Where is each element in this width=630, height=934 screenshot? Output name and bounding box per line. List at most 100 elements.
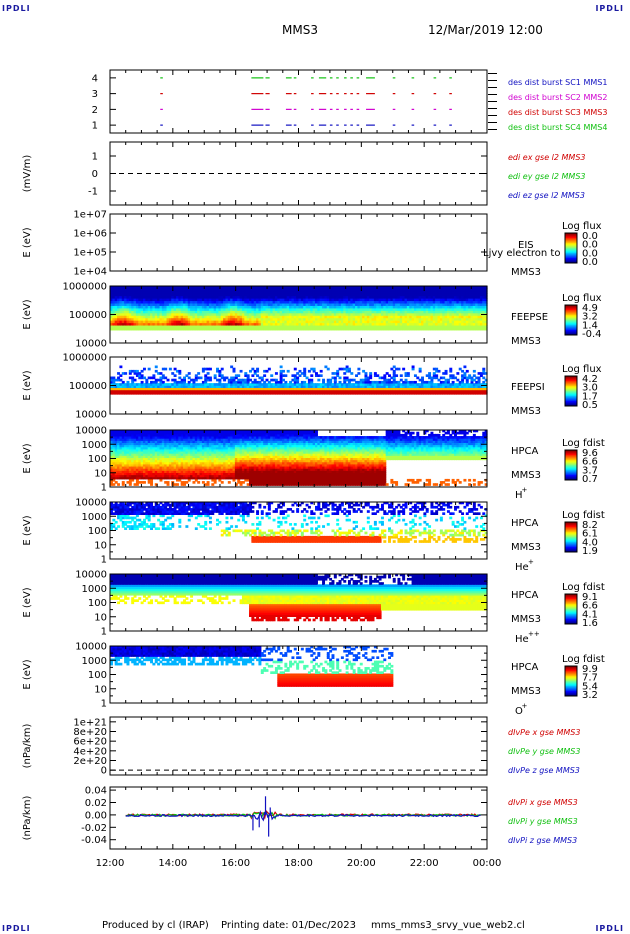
feepse-panel-pixel <box>126 312 130 316</box>
feepse-panel-pixel <box>435 315 439 319</box>
feepse-panel-pixel <box>154 305 158 309</box>
feepse-panel-pixel <box>230 325 234 329</box>
feepse-panel-pixel <box>241 298 245 302</box>
feepse-panel-pixel <box>147 322 151 326</box>
feepse-panel-pixel <box>439 305 443 309</box>
feepse-panel-pixel <box>227 300 231 304</box>
feepse-panel-pixel <box>324 320 328 324</box>
feepse-panel-pixel <box>279 312 283 316</box>
feepse-panel-pixel <box>421 315 424 319</box>
feepse-panel-pixel <box>413 320 417 324</box>
feepsi-panel-pixel <box>185 385 189 389</box>
feepse-panel-pixel <box>468 285 472 289</box>
feepse-panel-pixel <box>411 293 415 297</box>
feepse-panel-pixel <box>322 327 326 331</box>
feepsi-panel-pixel <box>230 383 234 386</box>
feepse-panel-pixel <box>470 317 474 321</box>
feepse-panel-pixel <box>479 298 483 302</box>
feepse-panel-pixel <box>131 322 135 326</box>
feepse-panel-pixel <box>140 290 144 294</box>
feepse-panel-pixel <box>126 293 130 297</box>
feepse-panel-pixel <box>216 305 219 309</box>
feepse-panel-pixel <box>305 315 309 319</box>
feepse-panel-pixel <box>373 293 377 297</box>
feepse-panel-pixel <box>263 288 267 292</box>
feepse-panel-colorbar-cell <box>565 322 577 325</box>
feepse-panel-pixel <box>456 307 460 311</box>
feepse-panel-pixel <box>392 315 396 319</box>
feepse-panel-pixel <box>208 290 212 294</box>
feepsi-panel-pixel <box>133 369 137 373</box>
feepse-panel-pixel <box>432 295 436 299</box>
feepse-panel-pixel <box>230 320 234 324</box>
feepse-panel-pixel <box>206 315 210 319</box>
feepsi-panel-pixel <box>272 391 276 395</box>
feepse-panel-pixel <box>300 312 304 316</box>
feepse-panel-pixel <box>142 298 146 302</box>
feepse-panel-pixel <box>421 320 424 324</box>
feepse-panel-pixel <box>234 327 238 331</box>
feepse-panel-pixel <box>110 293 113 297</box>
feepse-panel-pixel <box>343 290 347 294</box>
feepse-panel-pixel <box>249 290 252 294</box>
feepse-panel-pixel <box>152 310 156 314</box>
feepse-panel-pixel <box>161 327 165 331</box>
feepse-panel-pixel <box>133 305 137 309</box>
feepsi-panel-pixel <box>204 367 208 371</box>
feepse-panel-pixel <box>260 303 264 306</box>
feepse-panel-pixel <box>150 300 154 304</box>
feepse-panel-pixel <box>251 325 255 329</box>
feepse-panel-pixel <box>175 285 179 289</box>
feepsi-panel-pixel <box>166 389 170 393</box>
feepse-panel-pixel <box>432 322 436 326</box>
feepse-panel-pixel <box>211 285 215 289</box>
feepse-panel-instrument-label: FEEPSE <box>511 312 548 323</box>
feepsi-panel-pixel <box>178 389 182 393</box>
feepse-panel-pixel <box>211 322 215 326</box>
feepse-panel-pixel <box>135 295 139 299</box>
feepsi-panel-pixel <box>244 387 248 391</box>
feepsi-panel-pixel <box>263 374 267 377</box>
feepse-panel-pixel <box>284 293 288 297</box>
feepse-panel-pixel <box>470 288 474 292</box>
feepse-panel-pixel <box>305 325 309 329</box>
feepse-panel-pixel <box>430 305 434 309</box>
feepse-panel-pixel <box>343 307 347 311</box>
feepse-panel-pixel <box>428 327 432 331</box>
feepse-panel-pixel <box>124 320 128 324</box>
feepse-panel-pixel <box>362 290 366 294</box>
feepse-panel-pixel <box>345 290 349 294</box>
feepsi-panel-pixel <box>223 391 227 395</box>
feepse-panel-pixel <box>131 303 135 306</box>
feepse-panel-pixel <box>284 305 288 309</box>
feepse-panel-pixel <box>435 293 439 297</box>
eis-panel-colorbar-cell <box>565 241 577 244</box>
feepse-panel-pixel <box>267 288 271 292</box>
feepse-panel-pixel <box>423 303 427 306</box>
feepse-panel-pixel <box>142 303 146 306</box>
feepse-panel-pixel <box>484 325 488 329</box>
feepsi-panel-pixel <box>124 372 128 375</box>
feepse-panel-pixel <box>263 300 267 304</box>
feepse-panel-pixel <box>477 320 481 324</box>
feepse-panel-pixel <box>157 300 161 304</box>
feepse-panel-pixel <box>140 293 144 297</box>
feepse-panel-pixel <box>199 293 203 297</box>
feepse-panel-pixel <box>461 307 465 311</box>
feepse-panel-pixel <box>178 290 182 294</box>
feepse-panel-pixel <box>411 305 415 309</box>
feepse-panel-pixel <box>345 317 349 321</box>
feepsi-panel-pixel <box>197 383 201 386</box>
feepse-panel-pixel <box>138 315 142 319</box>
feepse-panel-pixel <box>216 300 219 304</box>
feepse-panel-pixel <box>152 298 156 302</box>
feepse-panel-pixel <box>463 322 467 326</box>
feepsi-panel-pixel <box>194 383 198 386</box>
feepse-panel-pixel <box>383 325 387 329</box>
feepse-panel-pixel <box>251 322 255 326</box>
feepse-panel-pixel <box>305 298 309 302</box>
feepsi-panel-pixel <box>173 387 177 391</box>
feepse-panel-pixel <box>197 303 201 306</box>
feepse-panel-pixel <box>187 310 191 314</box>
feepse-panel-pixel <box>277 317 281 321</box>
